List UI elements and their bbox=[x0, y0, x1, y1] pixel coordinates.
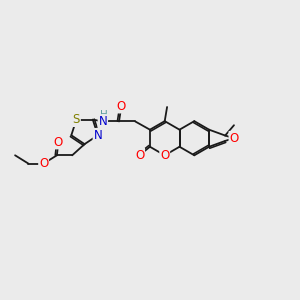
Text: S: S bbox=[73, 113, 80, 126]
Text: O: O bbox=[229, 132, 239, 145]
Text: O: O bbox=[39, 157, 48, 170]
Text: N: N bbox=[93, 129, 102, 142]
Text: O: O bbox=[160, 149, 169, 162]
Text: H: H bbox=[100, 110, 108, 120]
Text: O: O bbox=[135, 148, 144, 161]
Text: N: N bbox=[98, 115, 107, 128]
Text: O: O bbox=[54, 136, 63, 148]
Text: O: O bbox=[117, 100, 126, 112]
